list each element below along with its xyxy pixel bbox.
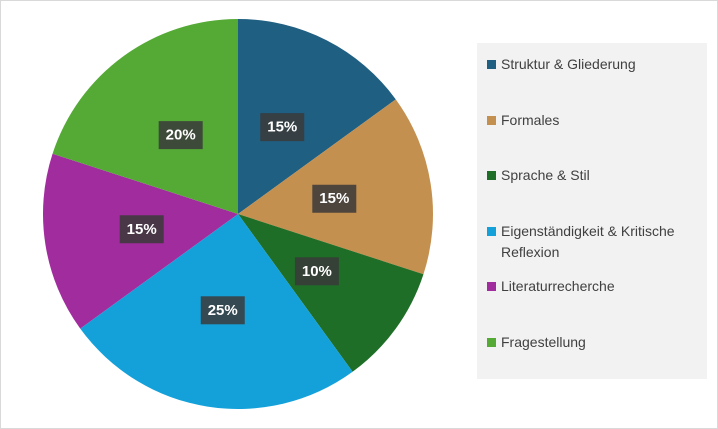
legend-swatch: [487, 60, 496, 69]
data-label-box: [260, 113, 305, 142]
data-label-box: [158, 121, 203, 150]
legend-label: Eigenständigkeit & Kritische Reflexion: [501, 222, 675, 260]
legend-item: Eigenständigkeit & Kritische Reflexion: [487, 221, 702, 263]
legend-item: Formales: [487, 110, 702, 131]
slice: [238, 19, 396, 214]
slice: [238, 214, 424, 372]
slice: [52, 19, 239, 214]
data-label: 20%: [166, 127, 196, 144]
legend: Struktur & Gliederung Formales Sprache & S…: [477, 43, 707, 379]
legend-label: Literaturrecherche: [501, 278, 615, 295]
data-label-box: [312, 184, 357, 213]
legend-swatch: [487, 282, 496, 292]
legend-item: Literaturrecherche: [487, 276, 702, 297]
data-label: 15%: [267, 119, 297, 136]
legend-swatch: [487, 226, 496, 236]
legend-label: Sprache & Stil: [501, 167, 590, 184]
legend-label: Struktur & Gliederung: [501, 56, 636, 72]
legend-item: Fragestellung: [487, 332, 702, 353]
legend-swatch: [487, 338, 496, 347]
pie-area: 15% 15% 10% 25% 15% 20%: [43, 19, 433, 409]
data-label: 25%: [208, 302, 238, 319]
data-label: 15%: [319, 190, 349, 207]
data-label: 10%: [302, 263, 332, 280]
data-label-box: [119, 215, 164, 244]
legend-label: Fragestellung: [501, 334, 586, 350]
data-label-box: [200, 296, 245, 325]
legend-item: Sprache & Stil: [487, 165, 702, 186]
legend-swatch: [487, 115, 496, 125]
legend-item: Struktur & Gliederung: [487, 54, 702, 75]
legend-label: Formales: [501, 111, 560, 128]
data-label: 15%: [127, 221, 157, 238]
legend-swatch: [487, 171, 496, 181]
data-label-box: [294, 257, 339, 286]
